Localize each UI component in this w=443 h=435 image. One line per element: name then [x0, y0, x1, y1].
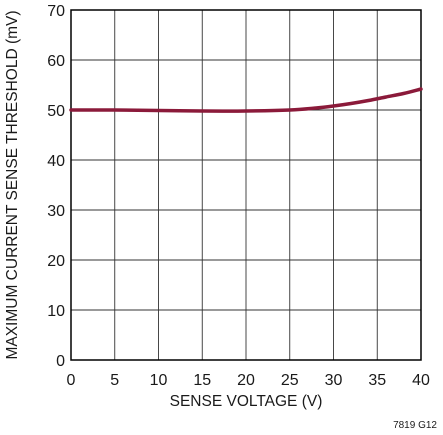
grid-lines: [71, 10, 421, 360]
series-line: [69, 87, 423, 113]
y-tick-label: 60: [47, 53, 65, 70]
y-tick-labels: 0 10 20 30 40 50 60 70: [47, 3, 65, 370]
x-tick-label: 15: [193, 372, 211, 389]
x-tick-label: 25: [281, 372, 299, 389]
x-tick-label: 35: [368, 372, 386, 389]
y-tick-label: 10: [47, 303, 65, 320]
y-tick-label: 70: [47, 3, 65, 20]
y-tick-label: 30: [47, 203, 65, 220]
x-tick-label: 10: [150, 372, 168, 389]
y-tick-label: 0: [56, 353, 65, 370]
x-tick-labels: 0 5 10 15 20 25 30 35 40: [67, 372, 430, 389]
y-axis-label: MAXIMUM CURRENT SENSE THRESHOLD (mV): [4, 10, 21, 359]
x-tick-label: 30: [325, 372, 343, 389]
y-tick-label: 50: [47, 103, 65, 120]
y-tick-label: 40: [47, 153, 65, 170]
x-tick-label: 0: [67, 372, 76, 389]
figure-id: 7819 G12: [393, 420, 437, 431]
plot-frame: [70, 9, 422, 361]
x-tick-label: 20: [237, 372, 255, 389]
x-axis-label: SENSE VOLTAGE (V): [170, 393, 323, 410]
y-tick-label: 20: [47, 253, 65, 270]
x-tick-label: 5: [110, 372, 119, 389]
x-tick-label: 40: [412, 372, 430, 389]
